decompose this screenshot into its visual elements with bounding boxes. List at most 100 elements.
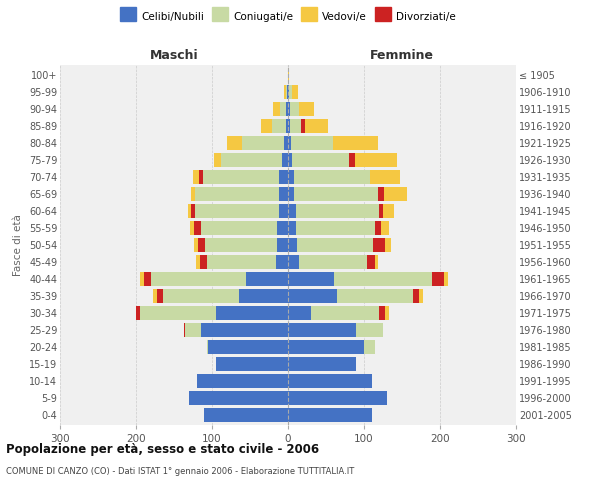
Bar bbox=[288, 408, 371, 422]
Text: COMUNE DI CANZO (CO) - Dati ISTAT 1° gennaio 2006 - Elaborazione TUTTITALIA.IT: COMUNE DI CANZO (CO) - Dati ISTAT 1° gen… bbox=[6, 468, 354, 476]
Bar bbox=[184, 323, 185, 337]
Bar bbox=[185, 323, 200, 337]
Bar bbox=[279, 204, 288, 218]
Bar bbox=[376, 221, 382, 235]
Bar bbox=[356, 323, 383, 337]
Bar bbox=[288, 323, 356, 337]
Bar bbox=[239, 289, 288, 303]
Bar bbox=[276, 255, 288, 269]
Bar bbox=[301, 119, 305, 133]
Bar bbox=[284, 85, 286, 99]
Bar bbox=[242, 136, 284, 150]
Bar bbox=[206, 340, 208, 354]
Bar bbox=[221, 153, 282, 167]
Bar bbox=[288, 238, 297, 252]
Bar bbox=[373, 238, 385, 252]
Bar bbox=[143, 272, 151, 286]
Bar bbox=[292, 153, 349, 167]
Bar bbox=[379, 204, 383, 218]
Bar bbox=[288, 204, 296, 218]
Bar bbox=[288, 102, 290, 116]
Bar bbox=[227, 136, 242, 150]
Bar bbox=[299, 102, 314, 116]
Bar bbox=[288, 68, 289, 82]
Bar bbox=[349, 153, 355, 167]
Bar bbox=[433, 272, 444, 286]
Bar bbox=[413, 289, 419, 303]
Bar bbox=[296, 204, 379, 218]
Bar bbox=[140, 272, 143, 286]
Bar bbox=[286, 119, 288, 133]
Bar bbox=[297, 238, 373, 252]
Bar bbox=[279, 187, 288, 201]
Bar bbox=[277, 238, 288, 252]
Bar bbox=[279, 170, 288, 184]
Bar bbox=[194, 221, 202, 235]
Bar bbox=[288, 289, 337, 303]
Bar bbox=[200, 323, 288, 337]
Bar bbox=[191, 204, 195, 218]
Bar bbox=[288, 119, 290, 133]
Bar bbox=[136, 306, 140, 320]
Bar bbox=[195, 204, 279, 218]
Bar bbox=[374, 255, 379, 269]
Bar bbox=[286, 85, 287, 99]
Bar bbox=[216, 357, 288, 371]
Bar bbox=[196, 255, 200, 269]
Bar bbox=[290, 119, 301, 133]
Bar bbox=[294, 187, 377, 201]
Bar bbox=[291, 136, 333, 150]
Bar bbox=[205, 408, 288, 422]
Bar bbox=[294, 170, 370, 184]
Bar bbox=[334, 272, 433, 286]
Bar bbox=[197, 374, 288, 388]
Bar bbox=[199, 170, 203, 184]
Bar bbox=[282, 153, 288, 167]
Bar bbox=[290, 102, 299, 116]
Bar bbox=[444, 272, 448, 286]
Bar bbox=[191, 187, 195, 201]
Bar bbox=[288, 170, 294, 184]
Bar bbox=[216, 306, 288, 320]
Bar bbox=[364, 340, 376, 354]
Bar bbox=[288, 272, 334, 286]
Bar bbox=[379, 306, 385, 320]
Bar bbox=[311, 306, 379, 320]
Bar bbox=[260, 119, 272, 133]
Bar bbox=[382, 221, 389, 235]
Bar bbox=[214, 153, 221, 167]
Text: Femmine: Femmine bbox=[370, 48, 434, 62]
Bar bbox=[333, 136, 379, 150]
Bar bbox=[280, 102, 286, 116]
Bar bbox=[288, 136, 291, 150]
Bar bbox=[190, 221, 194, 235]
Text: Popolazione per età, sesso e stato civile - 2006: Popolazione per età, sesso e stato civil… bbox=[6, 442, 319, 456]
Bar bbox=[287, 85, 288, 99]
Bar bbox=[305, 119, 328, 133]
Bar bbox=[370, 170, 400, 184]
Bar bbox=[296, 221, 376, 235]
Bar bbox=[385, 238, 391, 252]
Bar bbox=[200, 255, 208, 269]
Bar bbox=[288, 306, 311, 320]
Bar bbox=[288, 255, 299, 269]
Legend: Celibi/Nubili, Coniugati/e, Vedovi/e, Divorziati/e: Celibi/Nubili, Coniugati/e, Vedovi/e, Di… bbox=[116, 8, 460, 26]
Bar bbox=[202, 221, 277, 235]
Bar bbox=[377, 187, 384, 201]
Text: Maschi: Maschi bbox=[149, 48, 199, 62]
Bar bbox=[367, 255, 374, 269]
Bar bbox=[277, 221, 288, 235]
Bar bbox=[299, 255, 367, 269]
Bar bbox=[195, 187, 279, 201]
Bar bbox=[189, 391, 288, 405]
Bar bbox=[286, 102, 288, 116]
Bar bbox=[140, 306, 216, 320]
Bar bbox=[194, 238, 197, 252]
Bar bbox=[163, 289, 239, 303]
Bar bbox=[288, 221, 296, 235]
Bar bbox=[203, 170, 279, 184]
Bar bbox=[288, 85, 289, 99]
Bar bbox=[337, 289, 413, 303]
Bar bbox=[384, 187, 407, 201]
Bar bbox=[288, 187, 294, 201]
